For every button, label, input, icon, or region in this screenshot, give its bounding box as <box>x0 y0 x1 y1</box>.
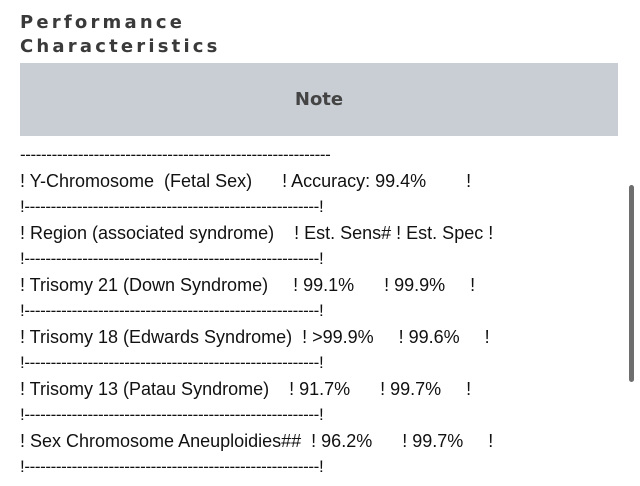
note-line: ! Trisomy 18 (Edwards Syndrome) ! >99.9%… <box>20 327 490 347</box>
note-table-header: Note <box>20 63 618 136</box>
note-line: !---------------------------------------… <box>20 405 324 424</box>
note-line: ----------------------------------------… <box>20 145 331 164</box>
note-header-label: Note <box>294 89 344 110</box>
scrollbar-thumb[interactable] <box>629 185 634 382</box>
note-content: ----------------------------------------… <box>20 142 620 480</box>
section-title-line-2: Characteristics <box>20 36 221 57</box>
section-title: Performance Characteristics <box>20 11 320 59</box>
note-line: ! Y-Chromosome (Fetal Sex) ! Accuracy: 9… <box>20 171 472 191</box>
note-line: ! Region (associated syndrome) ! Est. Se… <box>20 223 494 243</box>
note-line: !---------------------------------------… <box>20 197 324 216</box>
note-line: !---------------------------------------… <box>20 457 324 476</box>
section-title-line-1: Performance <box>20 12 186 33</box>
note-line: ! Sex Chromosome Aneuploidies## ! 96.2% … <box>20 431 494 451</box>
note-line: !---------------------------------------… <box>20 301 324 320</box>
note-line: ! Trisomy 13 (Patau Syndrome) ! 91.7% ! … <box>20 379 472 399</box>
note-line: !---------------------------------------… <box>20 249 324 268</box>
note-line: !---------------------------------------… <box>20 353 324 372</box>
note-line: ! Trisomy 21 (Down Syndrome) ! 99.1% ! 9… <box>20 275 476 295</box>
